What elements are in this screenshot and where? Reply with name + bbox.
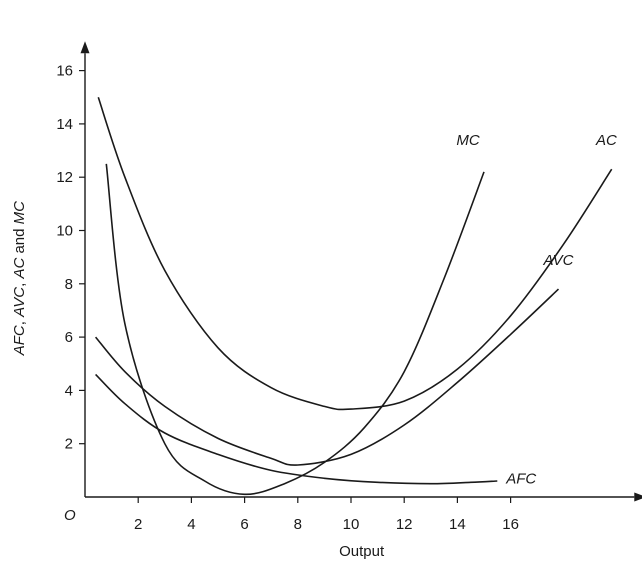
curve-labels: MC AC AVC AFC bbox=[456, 132, 617, 487]
avc-curve bbox=[94, 288, 560, 466]
tick-marks: 2 4 6 8 10 12 14 16 2 4 6 8 10 12 14 16 bbox=[56, 63, 519, 533]
curves bbox=[94, 97, 613, 496]
origin-label: O bbox=[64, 507, 76, 524]
y-tick-label: 4 bbox=[65, 382, 73, 399]
y-tick-label: 12 bbox=[56, 169, 73, 186]
afc-curve bbox=[95, 373, 498, 485]
axes bbox=[80, 41, 642, 502]
y-tick-label: 10 bbox=[56, 223, 73, 240]
y-tick-label: 2 bbox=[65, 436, 73, 453]
afc-curve-label: AFC bbox=[505, 471, 536, 488]
y-axis-title-part: AFC bbox=[11, 325, 28, 356]
y-tick-label: 16 bbox=[56, 63, 73, 80]
y-axis-title: AFC, AVC, AC and MC bbox=[11, 201, 28, 356]
y-tick-label: 14 bbox=[56, 116, 73, 133]
x-tick-label: 6 bbox=[240, 516, 248, 533]
y-axis-title-part: AC bbox=[11, 258, 28, 280]
y-axis-title-part: MC bbox=[11, 201, 28, 224]
x-axis-arrowhead bbox=[634, 492, 642, 502]
x-tick-label: 16 bbox=[502, 516, 519, 533]
x-tick-label: 2 bbox=[134, 516, 142, 533]
y-axis-title-part: , bbox=[11, 317, 28, 325]
y-axis-title-part: AVC bbox=[11, 287, 28, 318]
mc-curve-label: MC bbox=[456, 132, 479, 149]
x-tick-label: 10 bbox=[343, 516, 360, 533]
x-tick-label: 12 bbox=[396, 516, 413, 533]
mc-curve bbox=[105, 163, 485, 496]
x-axis-title: Output bbox=[339, 543, 385, 560]
y-tick-label: 8 bbox=[65, 276, 73, 293]
ac-curve-label: AC bbox=[595, 132, 617, 149]
avc-curve-label: AVC bbox=[542, 252, 573, 269]
x-tick-label: 8 bbox=[294, 516, 302, 533]
y-tick-label: 6 bbox=[65, 329, 73, 346]
y-axis-title-part: , bbox=[11, 279, 28, 287]
x-tick-label: 14 bbox=[449, 516, 466, 533]
y-axis-title-part: and bbox=[11, 224, 28, 257]
y-axis-arrowhead bbox=[80, 41, 90, 54]
ac-curve bbox=[97, 97, 613, 411]
x-tick-label: 4 bbox=[187, 516, 195, 533]
